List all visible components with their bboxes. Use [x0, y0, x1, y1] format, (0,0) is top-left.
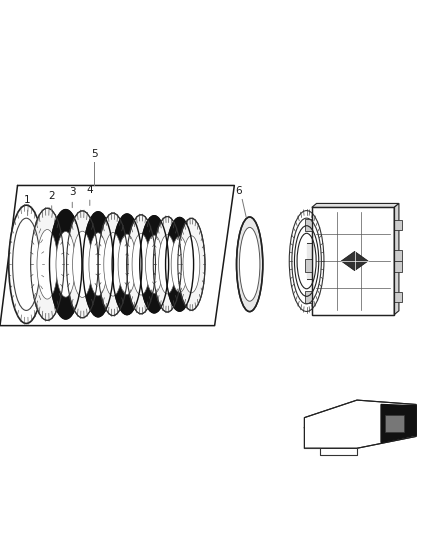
Text: 1: 1 [24, 195, 31, 205]
Ellipse shape [118, 234, 136, 295]
Ellipse shape [89, 233, 107, 296]
Ellipse shape [140, 216, 169, 313]
Polygon shape [394, 261, 402, 272]
Text: 4: 4 [86, 185, 93, 195]
FancyBboxPatch shape [385, 415, 404, 432]
Text: 6: 6 [235, 187, 242, 197]
Polygon shape [381, 405, 416, 442]
Text: 3: 3 [69, 187, 76, 197]
Polygon shape [312, 204, 399, 207]
Ellipse shape [83, 212, 113, 317]
Text: 5: 5 [91, 149, 98, 159]
Ellipse shape [159, 235, 176, 294]
Text: 2: 2 [48, 191, 55, 201]
Ellipse shape [67, 211, 98, 318]
Ellipse shape [183, 236, 200, 293]
Ellipse shape [98, 213, 128, 316]
Polygon shape [305, 259, 312, 271]
Ellipse shape [112, 214, 142, 314]
Ellipse shape [171, 236, 188, 293]
Ellipse shape [49, 209, 82, 319]
Polygon shape [341, 252, 368, 271]
Ellipse shape [37, 230, 58, 299]
Ellipse shape [9, 205, 44, 324]
Polygon shape [305, 291, 312, 303]
Polygon shape [305, 219, 312, 231]
Ellipse shape [56, 231, 75, 297]
Ellipse shape [13, 218, 40, 310]
Ellipse shape [240, 228, 260, 301]
Polygon shape [394, 220, 402, 230]
Ellipse shape [153, 216, 181, 312]
Ellipse shape [166, 217, 194, 311]
Ellipse shape [104, 232, 122, 296]
Polygon shape [394, 292, 402, 302]
Ellipse shape [178, 219, 205, 310]
Polygon shape [394, 204, 399, 314]
Polygon shape [394, 251, 402, 261]
Polygon shape [312, 207, 394, 314]
Ellipse shape [237, 217, 263, 312]
Polygon shape [304, 400, 416, 448]
Ellipse shape [73, 231, 92, 297]
Ellipse shape [132, 233, 150, 295]
Ellipse shape [31, 208, 64, 320]
Ellipse shape [127, 215, 155, 314]
Ellipse shape [145, 235, 163, 294]
